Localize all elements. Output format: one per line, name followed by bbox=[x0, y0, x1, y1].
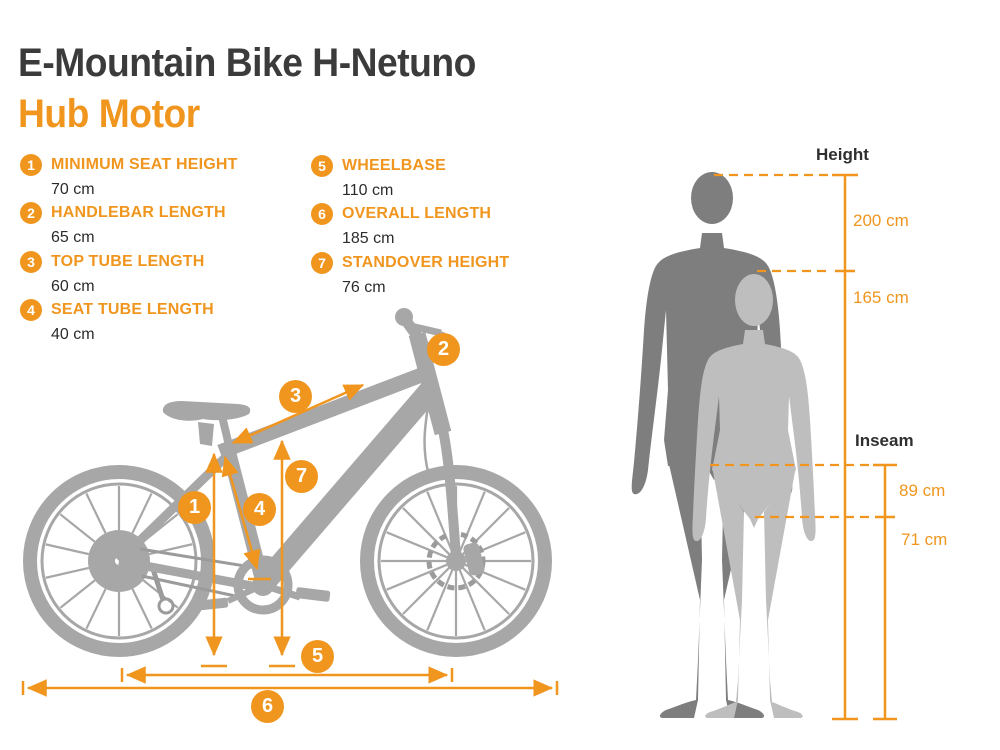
height-value-short: 165 cm bbox=[853, 288, 909, 307]
inseam-value-short: 71 cm bbox=[901, 530, 948, 549]
legend-value: 185 cm bbox=[342, 230, 395, 247]
legend-label: OVERALL LENGTH bbox=[342, 205, 492, 222]
legend-badge-3: 3 bbox=[20, 251, 42, 273]
legend-value: 40 cm bbox=[51, 326, 95, 343]
inseam-value-tall: 89 cm bbox=[899, 481, 946, 500]
legend-label: HANDLEBAR LENGTH bbox=[51, 204, 226, 221]
inseam-label: Inseam bbox=[855, 431, 914, 450]
bike-illustration bbox=[23, 308, 552, 657]
legend-item-wheelbase: 5 WHEELBASE 110 cm bbox=[311, 155, 446, 200]
callout-1-min-seat-height: 1 bbox=[178, 491, 211, 524]
legend-label: MINIMUM SEAT HEIGHT bbox=[51, 156, 238, 173]
height-value-tall: 200 cm bbox=[853, 211, 909, 230]
legend-label: STANDOVER HEIGHT bbox=[342, 254, 510, 271]
legend-item-overall-length: 6 OVERALL LENGTH 185 cm bbox=[311, 203, 491, 248]
legend-value: 65 cm bbox=[51, 229, 95, 246]
page-title: E-Mountain Bike H-Netuno bbox=[18, 41, 476, 85]
callout-4-seat-tube: 4 bbox=[243, 493, 276, 526]
legend-badge-1: 1 bbox=[20, 154, 42, 176]
legend-item-seat-tube-length: 4 SEAT TUBE LENGTH 40 cm bbox=[20, 299, 214, 344]
legend-badge-2: 2 bbox=[20, 202, 42, 224]
legend-item-min-seat-height: 1 MINIMUM SEAT HEIGHT 70 cm bbox=[20, 154, 238, 199]
saddle bbox=[162, 401, 251, 421]
callout-6-overall-length: 6 bbox=[251, 690, 284, 723]
callout-3-top-tube: 3 bbox=[279, 380, 312, 413]
height-label: Height bbox=[816, 145, 869, 164]
legend-item-standover-height: 7 STANDOVER HEIGHT 76 cm bbox=[311, 252, 509, 297]
legend-badge-4: 4 bbox=[20, 299, 42, 321]
callout-7-standover: 7 bbox=[285, 460, 318, 493]
callout-2-handlebar: 2 bbox=[427, 333, 460, 366]
brake-caliper bbox=[463, 542, 485, 576]
body-measure-lines bbox=[710, 173, 897, 721]
legend-item-top-tube-length: 3 TOP TUBE LENGTH 60 cm bbox=[20, 251, 205, 296]
legend-value: 70 cm bbox=[51, 181, 95, 198]
legend-value: 76 cm bbox=[342, 279, 386, 296]
legend-badge-7: 7 bbox=[311, 252, 333, 274]
legend-badge-6: 6 bbox=[311, 203, 333, 225]
legend-label: TOP TUBE LENGTH bbox=[51, 253, 205, 270]
legend-value: 60 cm bbox=[51, 278, 95, 295]
bike-measure-arrows bbox=[21, 383, 559, 697]
legend-badge-5: 5 bbox=[311, 155, 333, 177]
legend-label: WHEELBASE bbox=[342, 157, 447, 174]
callout-5-wheelbase: 5 bbox=[301, 640, 334, 673]
legend-label: SEAT TUBE LENGTH bbox=[51, 301, 214, 318]
legend-item-handlebar-length: 2 HANDLEBAR LENGTH 65 cm bbox=[20, 202, 226, 247]
legend-value: 110 cm bbox=[342, 182, 394, 199]
rider-silhouette-short bbox=[692, 274, 816, 718]
handlebar-grip bbox=[395, 308, 413, 326]
page-subtitle: Hub Motor bbox=[18, 92, 200, 136]
